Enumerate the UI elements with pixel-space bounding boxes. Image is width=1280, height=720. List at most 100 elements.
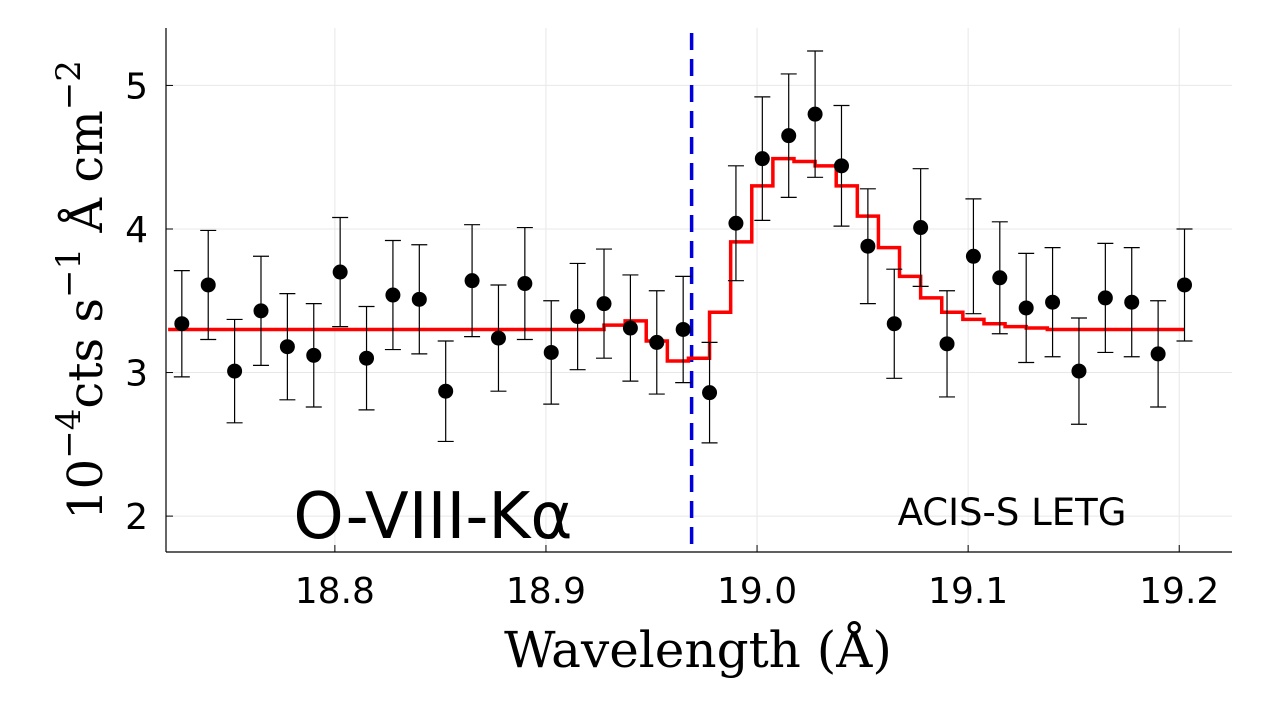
data-marker [1177, 277, 1193, 293]
data-marker [438, 383, 454, 399]
data-point [859, 188, 876, 305]
data-marker [622, 320, 638, 336]
y-tick-label: 4 [125, 210, 148, 251]
x-tick-label: 19.0 [717, 571, 797, 612]
data-marker [781, 128, 797, 144]
data-marker [1018, 300, 1034, 316]
data-point [1097, 242, 1114, 354]
data-point [807, 50, 824, 178]
data-series [173, 50, 1193, 444]
data-point [754, 96, 771, 221]
data-marker [332, 264, 348, 280]
instrument-annotation: ACIS-S LETG [898, 491, 1127, 534]
x-tick-label: 18.8 [295, 571, 375, 612]
data-marker [965, 248, 981, 264]
data-point [543, 300, 560, 405]
data-marker [385, 287, 401, 303]
data-point [596, 248, 613, 359]
data-marker [728, 215, 744, 231]
data-marker [754, 151, 770, 167]
data-marker [306, 347, 322, 363]
data-point [490, 284, 507, 392]
data-marker [1150, 346, 1166, 362]
data-marker [279, 339, 295, 355]
data-marker [939, 336, 955, 352]
data-point [305, 303, 322, 408]
data-point [173, 270, 190, 378]
data-point [780, 73, 797, 199]
x-tick-label: 19.1 [928, 571, 1008, 612]
y-label-cm-exp: −2 [49, 60, 89, 110]
data-point [252, 255, 269, 366]
data-point [279, 292, 296, 401]
data-marker [543, 344, 559, 360]
data-point [332, 216, 349, 328]
data-point [200, 229, 217, 341]
data-point [516, 226, 533, 341]
x-tick-label: 18.9 [506, 571, 586, 612]
y-label-exp: −4 [49, 409, 89, 459]
data-point [1044, 247, 1061, 358]
data-point [1150, 300, 1167, 408]
data-marker [411, 291, 427, 307]
data-point [1018, 252, 1035, 364]
data-point [939, 290, 956, 398]
data-point [965, 198, 982, 315]
data-point [358, 305, 375, 411]
y-tick-label: 5 [125, 66, 148, 107]
line-label-annotation: O-VIII-Kα [293, 480, 572, 554]
data-marker [490, 330, 506, 346]
data-marker [913, 220, 929, 236]
data-marker [359, 350, 375, 366]
y-tick-label: 3 [125, 354, 148, 395]
data-point [912, 168, 929, 288]
data-point [622, 274, 639, 382]
data-point [226, 318, 243, 424]
data-point [727, 165, 744, 282]
y-label-exp-base: 10 [58, 459, 114, 520]
data-marker [807, 106, 823, 122]
data-marker [174, 316, 190, 332]
data-marker [1045, 294, 1061, 310]
data-point [701, 341, 718, 444]
y-tick-labels: 2 3 4 5 [125, 66, 148, 538]
y-label-s-exp: −1 [49, 248, 89, 298]
data-marker [992, 270, 1008, 286]
data-marker [227, 363, 243, 379]
data-marker [833, 158, 849, 174]
y-tick-label: 2 [125, 497, 148, 538]
x-tick-label: 19.2 [1139, 571, 1219, 612]
data-point [437, 340, 454, 443]
data-marker [886, 316, 902, 332]
y-axis-label: 10−4cts s−1 Å cm−2 [49, 60, 114, 520]
data-marker [464, 273, 480, 289]
data-marker [1097, 290, 1113, 306]
data-point [1176, 228, 1193, 342]
data-marker [675, 321, 691, 337]
data-marker [200, 277, 216, 293]
x-axis-label: Wavelength (Å) [504, 620, 892, 679]
data-point [1070, 317, 1087, 425]
y-label-unit: Å cm [57, 110, 114, 248]
data-marker [702, 385, 718, 401]
data-marker [1071, 363, 1087, 379]
data-point [1123, 247, 1140, 358]
data-marker [253, 303, 269, 319]
axes [165, 28, 1232, 553]
data-point [569, 262, 586, 371]
data-point [384, 239, 401, 351]
data-point [411, 244, 428, 355]
data-marker [649, 334, 665, 350]
data-marker [1124, 294, 1140, 310]
data-marker [596, 296, 612, 312]
data-point [675, 275, 692, 384]
y-label-body: cts s [58, 298, 114, 409]
data-marker [570, 309, 586, 325]
data-point [833, 104, 850, 227]
data-point [886, 268, 903, 379]
data-marker [517, 276, 533, 292]
data-point [648, 290, 665, 395]
x-tick-labels: 18.8 18.9 19.0 19.1 19.2 [295, 571, 1220, 612]
